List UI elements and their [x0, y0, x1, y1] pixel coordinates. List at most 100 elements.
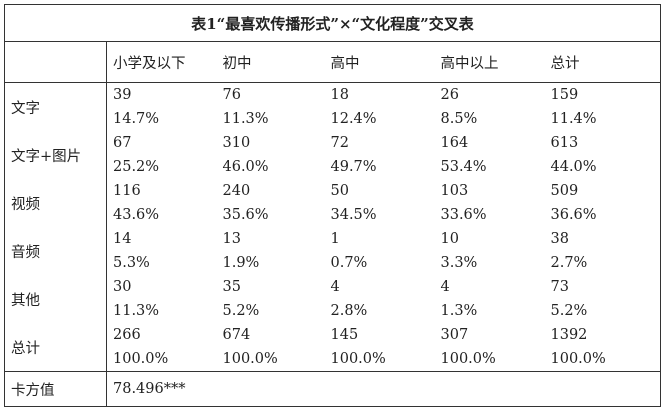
cell-count: 67	[113, 135, 132, 151]
table-cell: 39 14.7%	[107, 83, 217, 132]
cell-percent: 2.8%	[330, 303, 368, 319]
table-cell: 310 46.0%	[217, 131, 325, 179]
row-label: 文字+图片	[4, 131, 107, 179]
table-cell: 35 5.2%	[217, 275, 325, 323]
cell-count: 10	[440, 231, 459, 247]
column-header: 初中	[216, 41, 325, 83]
cell-percent: 5.3%	[113, 255, 150, 271]
cell-count: 4	[330, 279, 340, 295]
cell-percent: 53.4%	[440, 159, 487, 175]
table-cell: 116 43.6%	[107, 179, 217, 227]
table-cell: 67 25.2%	[107, 131, 217, 179]
cell-count: 26	[440, 87, 459, 103]
table-cell: 30 11.3%	[107, 275, 217, 323]
table-cell: 674 100.0%	[217, 323, 325, 372]
cell-count: 164	[440, 135, 469, 151]
cell-percent: 35.6%	[222, 207, 269, 223]
cell-percent: 100.0%	[113, 351, 169, 367]
table-cell: 76 11.3%	[217, 83, 325, 132]
cell-percent: 12.4%	[330, 111, 377, 127]
table-row: 其他 30 11.3% 35 5.2% 4 2.8% 4 1.3% 73 5.2%	[4, 275, 662, 323]
table-cell: 240 35.6%	[217, 179, 325, 227]
cell-percent: 100.0%	[330, 351, 386, 367]
cell-count: 509	[550, 183, 579, 199]
column-header: 高中	[324, 41, 435, 83]
cell-count: 266	[113, 327, 141, 343]
cell-count: 307	[440, 327, 469, 343]
cell-count: 103	[440, 183, 469, 199]
cell-percent: 1.9%	[222, 255, 260, 271]
cell-percent: 5.2%	[222, 303, 260, 319]
row-label: 其他	[4, 275, 107, 323]
table-cell: 38 2.7%	[544, 227, 662, 275]
table-row-total: 总计 266 100.0% 674 100.0% 145 100.0% 307 100.…	[4, 323, 662, 372]
cell-count: 4	[440, 279, 450, 295]
table-cell: 26 8.5%	[435, 83, 545, 132]
cell-percent: 11.4%	[550, 111, 597, 127]
cell-percent: 0.7%	[330, 255, 368, 271]
cell-percent: 43.6%	[113, 207, 160, 223]
column-header: 小学及以下	[106, 41, 217, 83]
cell-count: 145	[330, 327, 359, 343]
table-cell: 145 100.0%	[325, 323, 435, 372]
cell-percent: 36.6%	[550, 207, 597, 223]
cell-percent: 5.2%	[550, 303, 588, 319]
table-title: 表1“最喜欢传播形式”×“文化程度”交叉表	[3, 4, 662, 42]
cell-percent: 49.7%	[330, 159, 377, 175]
row-label: 音频	[4, 227, 107, 275]
table-cell: 1392 100.0%	[544, 323, 662, 372]
cell-percent: 44.0%	[550, 159, 597, 175]
cell-percent: 8.5%	[440, 111, 478, 127]
table-cell: 4 1.3%	[435, 275, 545, 323]
chi-square-row: 卡方值 78.496***	[4, 371, 662, 407]
row-label: 文字	[4, 82, 107, 131]
cell-percent: 100.0%	[222, 351, 278, 367]
table-row: 文字 39 14.7% 76 11.3% 18 12.4% 26 8.5% 159 11.…	[4, 82, 662, 132]
table-cell: 4 2.8%	[325, 275, 435, 323]
table-cell: 13 1.9%	[217, 227, 325, 275]
table-cell: 613 44.0%	[544, 131, 662, 179]
cell-percent: 11.3%	[222, 111, 269, 127]
table-title-row: 表1“最喜欢传播形式”×“文化程度”交叉表	[3, 4, 662, 42]
cell-count: 674	[222, 327, 251, 343]
cell-count: 18	[330, 87, 349, 103]
cell-count: 14	[113, 231, 132, 247]
table-cell: 14 5.3%	[107, 227, 217, 275]
cell-count: 38	[550, 231, 569, 247]
table-cell: 509 36.6%	[544, 179, 662, 227]
cell-count: 613	[550, 135, 579, 151]
chi-square-value: 78.496***	[106, 371, 662, 407]
table-row: 视频 116 43.6% 240 35.6% 50 34.5% 103 33.6% 50…	[4, 179, 662, 227]
cell-percent: 25.2%	[113, 159, 160, 175]
cell-count: 30	[113, 279, 132, 295]
cell-count: 72	[330, 135, 349, 151]
row-label: 总计	[4, 323, 107, 372]
cell-count: 1392	[550, 327, 588, 343]
cell-count: 76	[222, 87, 241, 103]
cell-percent: 100.0%	[440, 351, 496, 367]
column-header: 总计	[544, 41, 662, 83]
cell-count: 1	[330, 231, 340, 247]
cell-percent: 2.7%	[550, 255, 588, 271]
column-header-row: 小学及以下 初中 高中 高中以上 总计	[4, 41, 662, 83]
table-row: 音频 14 5.3% 13 1.9% 1 0.7% 10 3.3% 38 2.7%	[4, 227, 662, 275]
table-cell: 72 49.7%	[325, 131, 435, 179]
table-cell: 1 0.7%	[325, 227, 435, 275]
table-cell: 307 100.0%	[435, 323, 545, 372]
table-cell: 50 34.5%	[325, 179, 435, 227]
cell-percent: 33.6%	[440, 207, 487, 223]
table-cell: 73 5.2%	[544, 275, 662, 323]
cell-percent: 46.0%	[222, 159, 269, 175]
table-row: 文字+图片 67 25.2% 310 46.0% 72 49.7% 164 53.4% …	[4, 131, 662, 179]
cell-percent: 11.3%	[113, 303, 160, 319]
cell-percent: 100.0%	[550, 351, 606, 367]
table-cell: 159 11.4%	[544, 82, 662, 131]
cell-count: 13	[222, 231, 241, 247]
cell-count: 240	[222, 183, 251, 199]
table-cell: 266 100.0%	[107, 323, 217, 372]
table-cell: 103 33.6%	[435, 179, 545, 227]
cell-count: 73	[550, 279, 569, 295]
column-header: 高中以上	[434, 41, 545, 83]
chi-square-label: 卡方值	[4, 371, 107, 407]
